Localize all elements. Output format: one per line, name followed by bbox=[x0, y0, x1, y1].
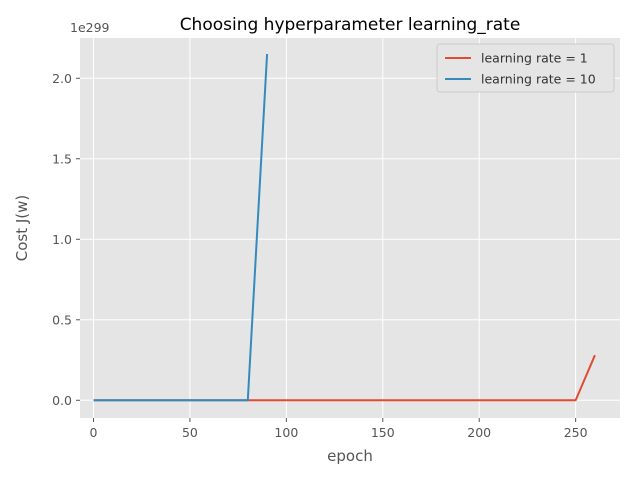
x-tick-label: 150 bbox=[371, 425, 395, 440]
x-axis-label: epoch bbox=[327, 447, 373, 465]
chart-title: Choosing hyperparameter learning_rate bbox=[180, 15, 521, 35]
x-axis: 0 50 100 150 200 250 bbox=[90, 418, 588, 440]
x-tick-label: 200 bbox=[467, 425, 491, 440]
y-tick-label: 0.0 bbox=[52, 393, 72, 408]
plot-area bbox=[80, 38, 620, 418]
y-axis: 0.0 0.5 1.0 1.5 2.0 bbox=[52, 71, 80, 408]
y-axis-label: Cost J(w) bbox=[13, 195, 31, 262]
y-tick-label: 1.0 bbox=[52, 232, 72, 247]
x-tick-label: 0 bbox=[90, 425, 98, 440]
y-tick-label: 0.5 bbox=[52, 312, 72, 327]
legend-label: learning rate = 1 bbox=[481, 51, 588, 66]
x-tick-label: 50 bbox=[182, 425, 198, 440]
series-layer bbox=[93, 54, 596, 402]
x-tick-label: 250 bbox=[564, 425, 588, 440]
legend-box bbox=[436, 43, 615, 93]
y-tick-label: 2.0 bbox=[52, 71, 72, 86]
x-tick-label: 100 bbox=[274, 425, 298, 440]
series-line bbox=[93, 54, 269, 402]
y-tick-label: 1.5 bbox=[52, 151, 72, 166]
legend-label: learning rate = 10 bbox=[481, 72, 596, 87]
y-scale-label: 1e299 bbox=[70, 20, 110, 35]
legend: learning rate = 1 learning rate = 10 bbox=[436, 43, 615, 93]
